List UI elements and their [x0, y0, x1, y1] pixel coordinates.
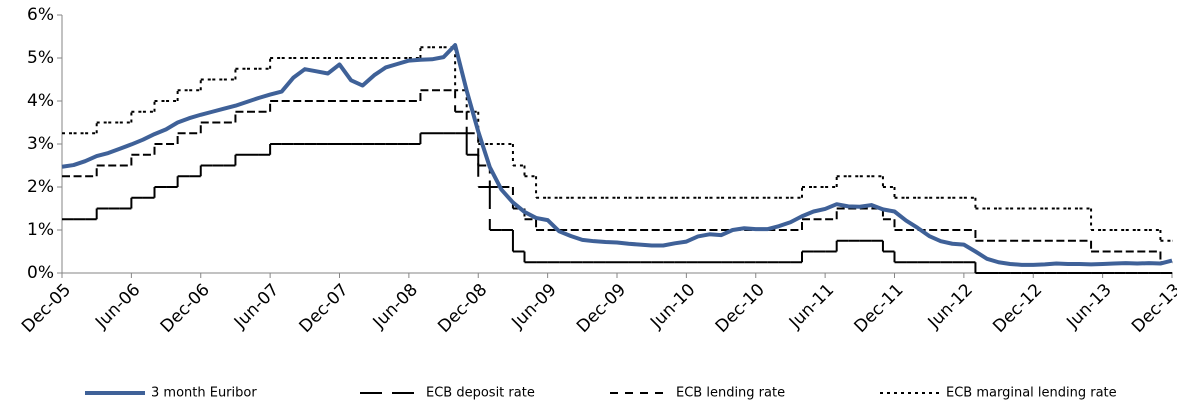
x-tick-label: Dec-09: [573, 280, 630, 337]
x-tick-label: Jun-08: [369, 280, 422, 333]
y-tick-label: 3%: [27, 134, 54, 154]
legend-label: ECB marginal lending rate: [946, 386, 1117, 401]
y-tick-label: 2%: [27, 177, 54, 197]
x-tick-label: Dec-10: [712, 280, 769, 337]
x-tick-label: Jun-10: [646, 280, 699, 333]
y-tick-label: 6%: [27, 5, 54, 25]
series-line: [61, 43, 1173, 267]
y-tick-label: 4%: [27, 91, 54, 111]
x-tick-label: Dec-06: [157, 280, 214, 337]
x-tick-label: Dec-07: [296, 280, 353, 337]
x-tick-label: Jun-12: [924, 280, 977, 333]
x-tick-label: Jun-09: [507, 280, 560, 333]
x-tick-label: Dec-11: [851, 280, 908, 337]
y-tick-label: 0%: [27, 263, 54, 283]
y-tick-label: 1%: [27, 220, 54, 240]
x-tick-label: Dec-08: [434, 280, 491, 337]
x-tick-label: Jun-07: [230, 280, 283, 333]
x-tick-label: Jun-11: [785, 280, 838, 333]
x-tick-label: Jun-06: [91, 280, 144, 333]
legend-label: ECB deposit rate: [426, 386, 535, 401]
legend-label: 3 month Euribor: [151, 386, 257, 401]
x-tick-label: Dec-05: [18, 280, 75, 337]
x-tick-label: Dec-12: [989, 280, 1046, 337]
x-tick-label: Jun-13: [1062, 280, 1115, 333]
y-tick-label: 5%: [27, 48, 54, 68]
legend-label: ECB lending rate: [676, 386, 785, 401]
x-tick-label: Dec-13: [1128, 280, 1177, 337]
